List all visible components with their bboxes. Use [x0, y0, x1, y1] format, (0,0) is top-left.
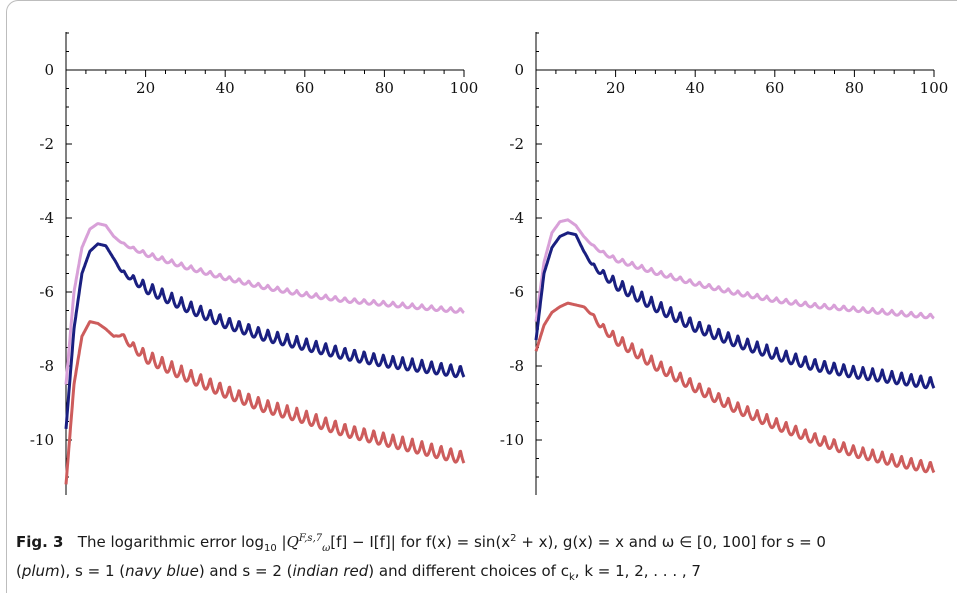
x-tick-label: 100	[920, 79, 949, 97]
x-tick-label: 20	[606, 79, 625, 97]
series-line-plum	[64, 222, 465, 385]
y-tick-label: -6	[509, 283, 524, 301]
series-line-navy-blue	[534, 231, 936, 390]
y-tick-label: 0	[514, 61, 524, 79]
caption-text-3: [f] − I[f]| for	[330, 533, 426, 551]
right-y-ticks: 0 -2 -4 -6 -8 -10	[500, 32, 542, 478]
y-tick-label: -4	[509, 209, 524, 227]
series-line-indian-red	[534, 301, 936, 474]
y-tick-label: -2	[509, 135, 524, 153]
y-tick-label: -6	[39, 283, 54, 301]
caption-line2-a: (	[16, 562, 22, 580]
series-line-indian-red	[64, 320, 466, 485]
caption-line2-d: ) and different choices of c	[368, 562, 569, 580]
x-tick-label: 80	[845, 79, 864, 97]
x-tick-label: 40	[686, 79, 705, 97]
left-panel: 20 40 60 80 100 0 -2 -4 -6 -8 -10	[30, 32, 478, 495]
caption-Q-sup: F,s,7	[298, 533, 323, 544]
y-tick-label: -8	[509, 357, 524, 375]
caption-navy: navy blue	[125, 562, 199, 580]
y-tick-label: -4	[39, 209, 54, 227]
figure-frame	[6, 0, 957, 593]
caption-line2-e: , k = 1, 2, . . . , 7	[574, 562, 701, 580]
caption-text-4: + x), g(x) = x and ω ∈ [0, 100] for s = …	[516, 533, 826, 551]
caption-text-1: The logarithmic error log	[77, 533, 264, 551]
y-tick-label: -10	[30, 431, 54, 449]
x-tick-label: 40	[216, 79, 235, 97]
caption-red: indian red	[292, 562, 369, 580]
left-series	[64, 222, 466, 485]
caption-ck-sub: k	[568, 572, 575, 583]
caption-Q-sub: ω	[322, 543, 331, 554]
caption-f-def: f(x) = sin(x	[425, 533, 511, 551]
caption-sq: 2	[510, 533, 517, 544]
x-tick-label: 60	[295, 79, 314, 97]
left-y-ticks: 0 -2 -4 -6 -8 -10	[30, 32, 72, 478]
y-tick-label: -2	[39, 135, 54, 153]
caption-text-2: |	[276, 533, 287, 551]
caption-label: Fig. 3	[16, 533, 64, 551]
y-tick-label: -10	[500, 431, 524, 449]
right-panel: 20 40 60 80 100 0 -2 -4 -6 -8 -10	[500, 32, 948, 495]
y-tick-label: 0	[44, 61, 54, 79]
y-tick-label: -8	[39, 357, 54, 375]
x-tick-label: 20	[136, 79, 155, 97]
right-x-ticks: 20 40 60 80 100	[555, 70, 949, 97]
caption-plum: plum	[21, 562, 60, 580]
caption-line2-c: ) and s = 2 (	[198, 562, 293, 580]
figure-plots: 20 40 60 80 100 0 -2 -4 -6 -8 -10 20 40 60 80 100 0 -2…	[30, 32, 948, 495]
right-series	[534, 218, 936, 474]
x-tick-label: 100	[450, 79, 479, 97]
caption-sub-10: 10	[264, 543, 277, 554]
caption-line2-b: ), s = 1 (	[59, 562, 126, 580]
caption-Q: Q	[286, 533, 299, 551]
figure-caption: Fig. 3 The logarithmic error log10 |QF,s…	[16, 527, 951, 589]
series-line-navy-blue	[64, 242, 466, 430]
x-tick-label: 60	[765, 79, 784, 97]
left-x-ticks: 20 40 60 80 100	[85, 70, 479, 97]
x-tick-label: 80	[375, 79, 394, 97]
series-line-plum	[534, 218, 935, 322]
